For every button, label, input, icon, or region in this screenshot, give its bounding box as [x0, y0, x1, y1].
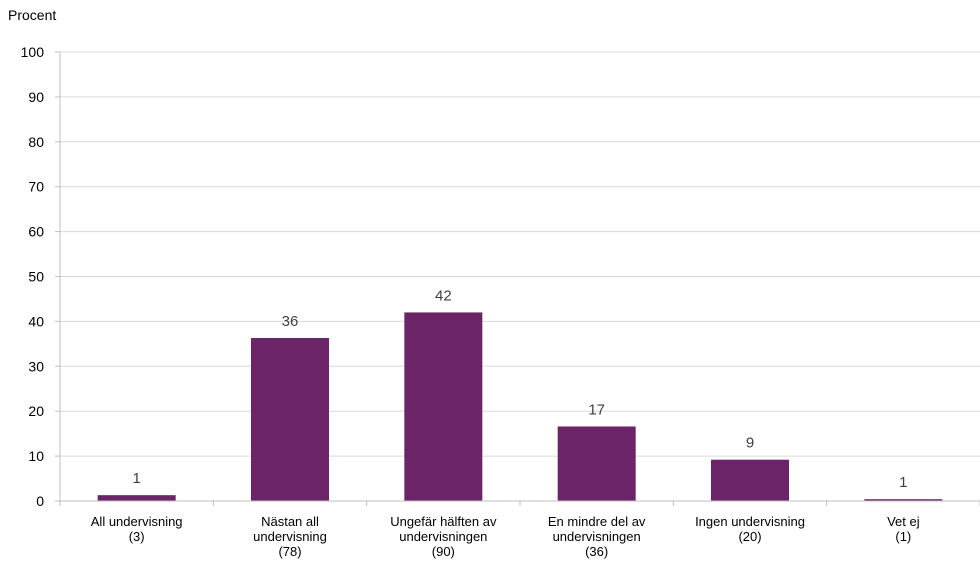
x-tick-label: (90) [432, 544, 455, 559]
y-tick-label: 60 [28, 224, 44, 240]
x-tick-label: (1) [895, 529, 911, 544]
y-tick-label: 0 [36, 493, 44, 509]
x-tick-label: (78) [278, 544, 301, 559]
data-label: 42 [435, 287, 452, 304]
x-tick-label: En mindre del av [548, 514, 646, 529]
x-tick-label: (36) [585, 544, 608, 559]
x-tick-label: undervisningen [553, 529, 641, 544]
y-tick-label: 50 [28, 269, 44, 285]
y-tick-label: 20 [28, 403, 44, 419]
x-tick-label: Ingen undervisning [695, 514, 805, 529]
y-tick-label: 80 [28, 134, 44, 150]
x-tick-label: undervisningen [399, 529, 487, 544]
bar [557, 426, 636, 501]
data-label: 1 [899, 474, 907, 491]
bar [404, 312, 483, 501]
y-tick-label: 40 [28, 313, 44, 329]
y-tick-label: 100 [21, 44, 45, 60]
x-tick-label: Vet ej [887, 514, 920, 529]
x-tick-label: undervisning [253, 529, 327, 544]
y-tick-label: 30 [28, 358, 44, 374]
data-label: 17 [588, 401, 605, 418]
x-tick-label: All undervisning [91, 514, 183, 529]
x-tick-label: (20) [738, 529, 761, 544]
data-label: 9 [746, 435, 754, 452]
y-tick-label: 10 [28, 448, 44, 464]
x-tick-label: (3) [129, 529, 145, 544]
bar [711, 459, 789, 501]
data-label: 1 [132, 470, 140, 487]
x-tick-label: Ungefär hälften av [390, 514, 497, 529]
y-tick-label: 70 [28, 179, 44, 195]
data-label: 36 [282, 313, 299, 330]
bar [864, 499, 943, 501]
x-tick-label: Nästan all [261, 514, 319, 529]
bar [251, 338, 329, 501]
bar [97, 495, 176, 501]
y-axis-title: Procent [8, 7, 57, 23]
y-tick-label: 90 [28, 89, 44, 105]
